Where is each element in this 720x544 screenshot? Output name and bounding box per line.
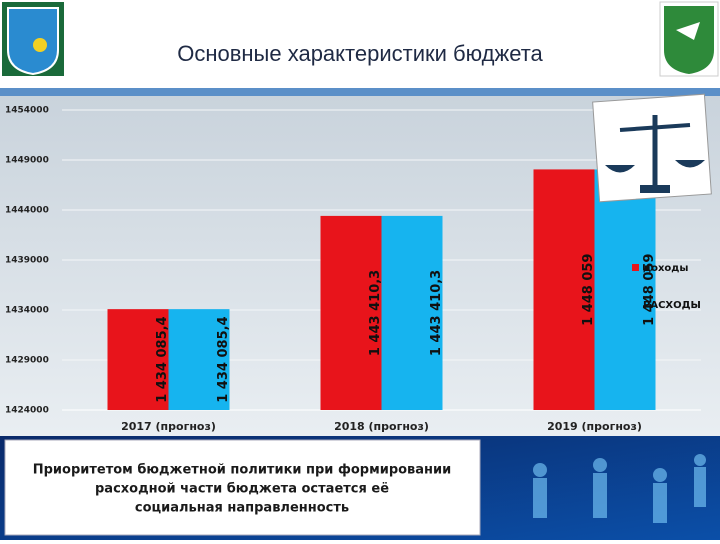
y-tick-label: 1444000 [5, 206, 49, 216]
x-tick-label: 2019 (прогноз) [547, 420, 642, 433]
header-band [0, 88, 720, 96]
y-tick-label: 1429000 [5, 356, 49, 366]
left-emblem [2, 2, 64, 76]
data-label: 1 448 059 [581, 254, 596, 326]
bar [381, 215, 443, 410]
data-label: 1 443 410,3 [368, 270, 383, 356]
legend-swatch [632, 301, 639, 308]
footer-text: Приоритетом бюджетной политики при форми… [33, 463, 452, 478]
y-tick-label: 1424000 [5, 406, 49, 416]
bar [320, 215, 382, 410]
y-tick-label: 1439000 [5, 256, 49, 266]
bar [107, 309, 169, 410]
legend-swatch [632, 264, 639, 271]
people-graphic [533, 454, 706, 523]
footer-text: расходной части бюджета остается её [95, 482, 389, 497]
footer-box [4, 439, 481, 536]
header [0, 0, 720, 95]
bar [533, 169, 595, 410]
y-tick-label: 1454000 [5, 106, 49, 116]
y-tick-label: 1449000 [5, 156, 49, 166]
bar [168, 309, 230, 410]
data-label: 1 448 059 [642, 254, 657, 326]
data-label: 1 434 085,4 [216, 316, 231, 402]
x-tick-label: 2018 (прогноз) [334, 420, 429, 433]
data-label: 1 434 085,4 [155, 316, 170, 402]
legend-label: доходы [643, 263, 688, 274]
legend-label: РАСХОДЫ [643, 300, 701, 311]
x-tick-label: 2017 (прогноз) [121, 420, 216, 433]
bar [594, 169, 656, 410]
data-label: 1 443 410,3 [429, 270, 444, 356]
balance-icon [592, 93, 712, 203]
footer-text: социальная направленность [135, 501, 349, 516]
right-emblem [659, 1, 719, 77]
chart-title: Основные характеристики бюджета [177, 41, 543, 66]
plot: 1424000 1429000 1434000 1439000 1444000 14490… [5, 106, 701, 433]
y-tick-label: 1434000 [5, 306, 49, 316]
